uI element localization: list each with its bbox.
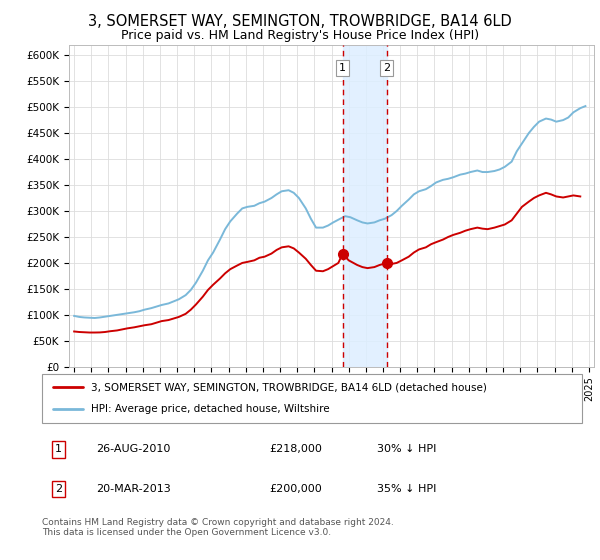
- Text: 1: 1: [55, 445, 62, 454]
- Text: Price paid vs. HM Land Registry's House Price Index (HPI): Price paid vs. HM Land Registry's House …: [121, 29, 479, 42]
- Text: 20-MAR-2013: 20-MAR-2013: [96, 484, 171, 494]
- Text: 35% ↓ HPI: 35% ↓ HPI: [377, 484, 436, 494]
- Text: 26-AUG-2010: 26-AUG-2010: [96, 445, 170, 454]
- Text: 2: 2: [383, 63, 391, 73]
- Bar: [343, 45, 387, 367]
- Text: 30% ↓ HPI: 30% ↓ HPI: [377, 445, 436, 454]
- Text: 3, SOMERSET WAY, SEMINGTON, TROWBRIDGE, BA14 6LD (detached house): 3, SOMERSET WAY, SEMINGTON, TROWBRIDGE, …: [91, 382, 487, 393]
- Text: £200,000: £200,000: [269, 484, 322, 494]
- Text: 1: 1: [339, 63, 346, 73]
- Text: Contains HM Land Registry data © Crown copyright and database right 2024.
This d: Contains HM Land Registry data © Crown c…: [42, 518, 394, 538]
- Text: 3, SOMERSET WAY, SEMINGTON, TROWBRIDGE, BA14 6LD: 3, SOMERSET WAY, SEMINGTON, TROWBRIDGE, …: [88, 14, 512, 29]
- Text: 2: 2: [55, 484, 62, 494]
- FancyBboxPatch shape: [42, 374, 582, 423]
- Text: HPI: Average price, detached house, Wiltshire: HPI: Average price, detached house, Wilt…: [91, 404, 329, 414]
- Text: £218,000: £218,000: [269, 445, 322, 454]
